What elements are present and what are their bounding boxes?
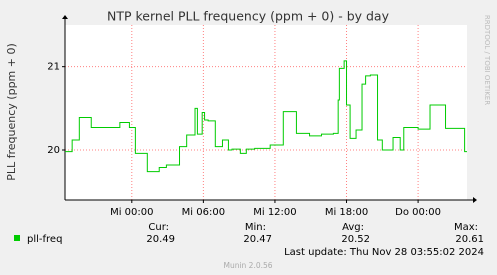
- last-update: Last update: Thu Nov 28 03:55:02 2024: [284, 247, 484, 258]
- plot-area: [65, 25, 467, 200]
- y-axis-label: PLL frequency (ppm + 0): [5, 43, 18, 181]
- x-tick-label: Mi 00:00: [110, 207, 153, 218]
- stat-header: Min:: [245, 222, 266, 233]
- side-label: RRDTOOL / TOBI OETIKER: [483, 15, 491, 105]
- stat-header: Cur:: [148, 222, 169, 233]
- stat-value: 20.49: [146, 234, 175, 245]
- x-tick-label: Do 00:00: [395, 207, 441, 218]
- stat-header: Max:: [454, 222, 478, 233]
- stat-value: 20.52: [341, 234, 370, 245]
- y-axis-arrow: [62, 15, 68, 19]
- line: [65, 60, 467, 173]
- stat-header: Avg:: [342, 222, 364, 233]
- x-tick-label: Mi 06:00: [182, 207, 225, 218]
- y-tick-label: 20: [47, 145, 60, 156]
- x-axis-arrow: [473, 197, 477, 203]
- legend-label: pll-freq: [27, 234, 62, 245]
- stat-value: 20.47: [243, 234, 272, 245]
- legend-swatch: [14, 235, 20, 241]
- x-tick-label: Mi 12:00: [253, 207, 296, 218]
- chart-title: NTP kernel PLL frequency (ppm + 0) - by …: [107, 9, 390, 24]
- stat-value: 20.61: [455, 234, 484, 245]
- x-tick-label: Mi 18:00: [325, 207, 368, 218]
- y-tick-label: 21: [47, 62, 60, 73]
- footer: Munin 2.0.56: [223, 261, 272, 270]
